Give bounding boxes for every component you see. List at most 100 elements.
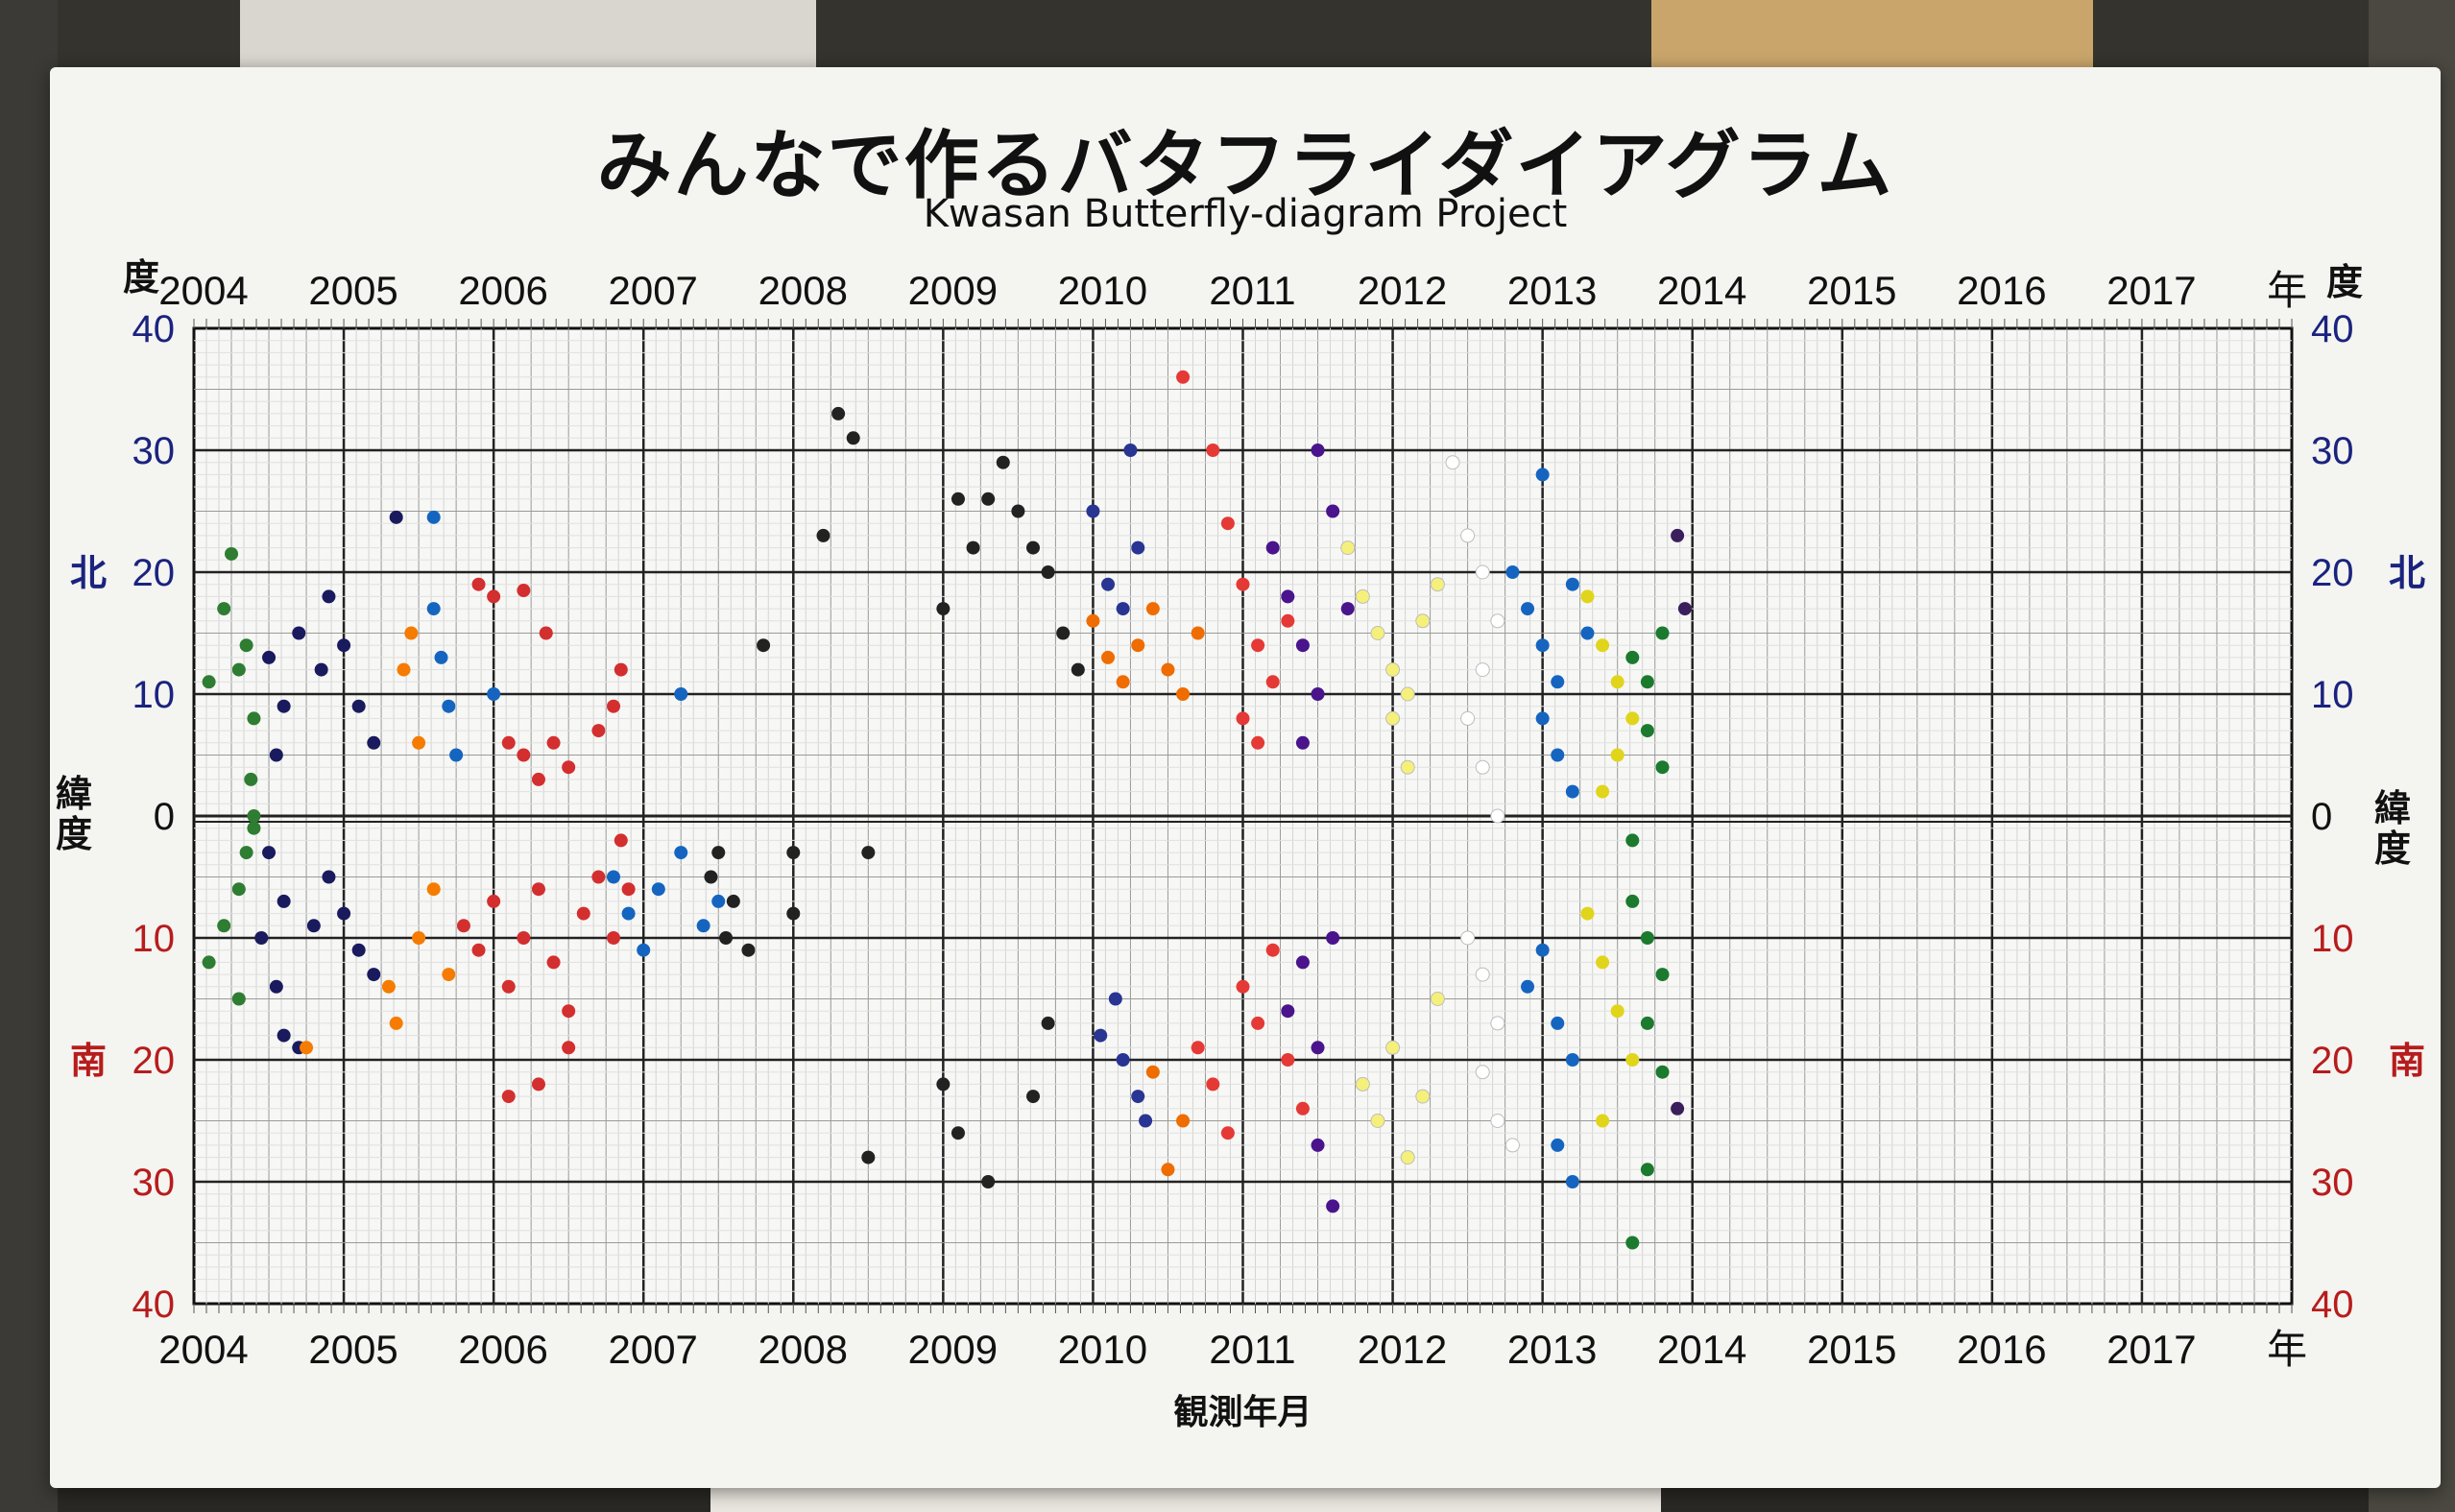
sunspot-point: [1535, 638, 1550, 653]
sunspot-point: [936, 1077, 951, 1092]
sunspot-point: [719, 931, 734, 945]
sunspot-point: [1176, 687, 1191, 701]
sunspot-point: [367, 968, 381, 982]
sunspot-point: [1655, 626, 1670, 640]
sunspot-point: [621, 882, 636, 897]
sunspot-point: [546, 735, 561, 750]
sunspot-point: [1340, 540, 1356, 556]
sunspot-point: [1206, 1077, 1220, 1092]
sunspot-point: [1460, 710, 1476, 726]
sunspot-point: [239, 638, 253, 653]
sunspot-point: [426, 882, 441, 897]
year-label-top: 2016: [1957, 268, 2046, 313]
year-label-bottom: 2005: [308, 1327, 397, 1372]
sunspot-point: [1281, 589, 1295, 604]
sunspot-point: [231, 662, 246, 677]
y-tick-label-right: 0: [2311, 796, 2332, 838]
sunspot-point: [517, 748, 531, 762]
sunspot-point: [607, 931, 620, 945]
sunspot-point: [1535, 468, 1550, 482]
sunspot-point: [674, 687, 688, 701]
sunspot-point: [981, 492, 996, 506]
sunspot-point: [1475, 662, 1490, 678]
sunspot-point: [711, 846, 726, 860]
sunspot-point: [816, 528, 830, 542]
sunspot-point: [831, 406, 846, 420]
sunspot-point: [1191, 1041, 1205, 1055]
year-label-top: 2012: [1358, 268, 1447, 313]
sunspot-point: [1460, 930, 1476, 946]
sunspot-point: [1535, 711, 1550, 726]
sunspot-point: [607, 699, 620, 713]
sunspot-point: [239, 846, 253, 860]
series-10: [1340, 540, 1445, 1165]
sunspot-point: [674, 846, 688, 860]
year-label-bottom: 2006: [458, 1327, 547, 1372]
sunspot-point: [1385, 662, 1401, 678]
sunspot-point: [1535, 943, 1550, 957]
sunspot-point: [1445, 455, 1460, 470]
sunspot-point: [1655, 1065, 1670, 1079]
sunspot-point: [1295, 638, 1310, 653]
sunspot-point: [1116, 1053, 1130, 1067]
sunspot-point: [651, 882, 665, 897]
sunspot-point: [1251, 735, 1265, 750]
sunspot-point: [269, 748, 283, 762]
sunspot-point: [1640, 675, 1654, 689]
sunspot-point: [225, 546, 239, 561]
year-label-top: 2011: [1209, 268, 1295, 313]
sunspot-point: [1236, 577, 1250, 591]
sunspot-point: [966, 540, 980, 555]
sunspot-point: [1206, 444, 1220, 457]
sunspot-point: [1596, 1114, 1610, 1128]
sunspot-point: [846, 431, 860, 445]
sunspot-point: [217, 602, 231, 616]
series-9: [1265, 444, 1355, 1213]
sunspot-point: [442, 968, 456, 982]
sunspot-point: [1236, 979, 1250, 994]
y-tick-label-right: 20: [2311, 1040, 2354, 1082]
sunspot-point: [1490, 1016, 1505, 1031]
year-suffix-bottom: 年: [2267, 1327, 2307, 1372]
sunspot-point: [1475, 1065, 1490, 1080]
sunspot-point: [539, 626, 553, 640]
year-label-bottom: 2004: [158, 1327, 248, 1372]
sunspot-point: [397, 662, 411, 677]
sunspot-point: [1094, 1028, 1108, 1043]
sunspot-point: [1596, 955, 1610, 970]
sunspot-point: [1370, 1114, 1385, 1128]
sunspot-point: [262, 650, 277, 664]
sunspot-point: [704, 870, 718, 884]
sunspot-point: [1671, 528, 1685, 542]
sunspot-point: [1220, 516, 1235, 531]
sunspot-point: [741, 943, 756, 957]
sunspot-point: [202, 955, 216, 970]
north-label-left: 北: [70, 552, 107, 594]
series-13: [1580, 589, 1640, 1128]
y-axis-name-right: 緯: [2374, 787, 2411, 829]
y-tick-label-left: 0: [154, 796, 175, 838]
year-label-top: 2014: [1657, 268, 1746, 313]
sunspot-point: [1281, 1004, 1295, 1019]
sunspot-point: [1475, 759, 1490, 775]
y-tick-label-right: 10: [2311, 674, 2354, 716]
sunspot-point: [1265, 540, 1280, 555]
sunspot-point: [202, 675, 216, 689]
year-label-bottom: 2015: [1807, 1327, 1896, 1372]
sunspot-point: [1677, 602, 1692, 616]
sunspot-point: [1295, 1101, 1310, 1116]
sunspot-point: [1610, 748, 1625, 762]
sunspot-point: [1415, 1089, 1431, 1104]
series-5: [704, 406, 1085, 1188]
sunspot-point: [254, 931, 269, 945]
sunspot-point: [591, 870, 606, 884]
sunspot-point: [1640, 1016, 1654, 1030]
year-label-top: 2015: [1807, 268, 1896, 313]
y-axis-name-right: 度: [2374, 828, 2411, 870]
sunspot-point: [1625, 894, 1640, 908]
sunspot-point: [1161, 1163, 1175, 1177]
sunspot-point: [996, 455, 1010, 469]
sunspot-point: [1295, 735, 1310, 750]
sunspot-point: [231, 992, 246, 1006]
year-suffix-top: 年: [2267, 268, 2307, 313]
